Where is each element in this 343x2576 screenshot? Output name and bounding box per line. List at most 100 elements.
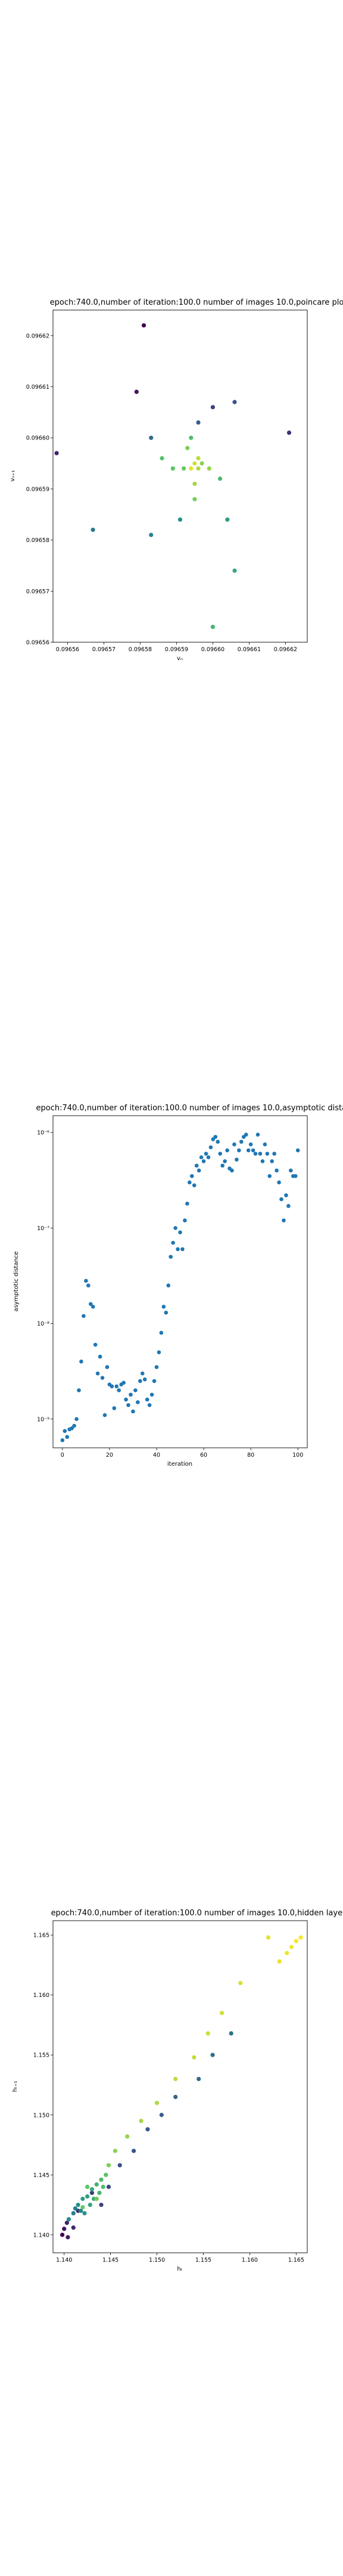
scatter-point: [205, 2031, 210, 2036]
poincare-x-ticks: 0.09656 0.09657 0.09658 0.09659 0.09660 0.096…: [56, 642, 297, 653]
distance-point: [74, 1417, 79, 1422]
distance-point: [112, 1406, 117, 1410]
distance-point: [77, 1388, 81, 1392]
hidden-ylabel: hₜ₊₁: [12, 2081, 18, 2092]
distance-point: [218, 1151, 223, 1156]
hidden-layer-frame: [52, 1920, 308, 2253]
y-tick-label: 10⁻⁶: [37, 1130, 49, 1137]
scatter-point: [80, 2196, 85, 2202]
distance-point: [98, 1354, 102, 1359]
scatter-point: [88, 2202, 92, 2207]
scatter-point: [71, 2211, 76, 2216]
y-tick-label: 0.09658: [26, 537, 49, 544]
scatter-point: [60, 2233, 65, 2237]
distance-point: [138, 1379, 142, 1383]
distance-point: [152, 1379, 157, 1383]
distance-point: [260, 1159, 265, 1163]
distance-point: [279, 1197, 283, 1202]
y-tick-label: 1.165: [33, 1933, 49, 1939]
distance-point: [176, 1247, 180, 1252]
scatter-point: [266, 1935, 271, 1940]
distance-point: [100, 1376, 105, 1380]
y-tick-label: 10⁻⁸: [37, 1321, 49, 1327]
distance-point: [239, 1140, 244, 1144]
distance-point: [93, 1342, 98, 1347]
scatter-point: [139, 2119, 144, 2123]
scatter-point: [106, 2184, 111, 2190]
x-tick-label: 0.09656: [56, 646, 79, 653]
poincare-xlabel: vₙ: [177, 655, 183, 662]
scatter-point: [173, 2094, 178, 2100]
scatter-point: [160, 456, 164, 461]
distance-point: [171, 1240, 175, 1245]
x-tick-label: 0.09660: [201, 646, 224, 653]
hidden-layer-panel: epoch:740.0,number of iteration:100.0 nu…: [12, 1909, 343, 2272]
scatter-point: [71, 2225, 76, 2230]
x-tick-label: 0.09658: [129, 646, 152, 653]
scatter-point: [85, 2194, 90, 2199]
x-tick-label: 20: [106, 1452, 113, 1459]
distance-point: [157, 1350, 161, 1355]
x-tick-label: 1.160: [242, 2257, 258, 2264]
scatter-point: [64, 2221, 69, 2225]
scatter-point: [189, 466, 194, 471]
distance-point: [142, 1377, 147, 1382]
distance-point: [147, 1403, 152, 1407]
y-tick-label: 0.09657: [26, 589, 49, 595]
scatter-point: [189, 435, 194, 440]
distance-point: [270, 1159, 274, 1163]
distance-point: [72, 1423, 76, 1428]
scatter-point: [286, 431, 292, 435]
hidden-x-ticks: 1.140 1.145 1.150 1.155 1.160 1.165: [56, 2253, 304, 2264]
distance-point: [204, 1151, 208, 1156]
scatter-point: [73, 2206, 78, 2211]
y-tick-label: 0.09662: [26, 333, 49, 339]
distance-point: [84, 1278, 88, 1283]
scatter-point: [94, 2196, 99, 2202]
scatter-point: [170, 466, 175, 471]
distance-point: [95, 1371, 100, 1376]
scatter-point: [210, 405, 215, 410]
scatter-point: [104, 2172, 108, 2177]
y-tick-label: 1.140: [33, 2232, 49, 2238]
scatter-point: [182, 466, 186, 471]
scatter-point: [131, 2148, 136, 2153]
distance-point: [208, 1145, 213, 1150]
x-tick-label: 80: [247, 1452, 254, 1459]
scatter-point: [89, 2187, 95, 2192]
distance-point: [237, 1148, 241, 1153]
x-tick-label: 0.09661: [238, 646, 261, 653]
scatter-point: [141, 323, 146, 328]
distance-point: [60, 1438, 65, 1442]
asymptotic-distance-panel: epoch:740.0,number of iteration:100.0 nu…: [13, 1104, 343, 1467]
y-tick-label: 10⁻⁷: [37, 1225, 49, 1232]
scatter-point: [199, 461, 204, 466]
distance-point: [289, 1168, 293, 1173]
scatter-point: [298, 1935, 303, 1940]
scatter-point: [225, 517, 230, 522]
x-tick-label: 1.155: [195, 2257, 211, 2264]
hidden-y-ticks: 1.140 1.145 1.150 1.155 1.160 1.165: [33, 1933, 53, 2238]
distance-point: [91, 1305, 95, 1309]
distance-point: [65, 1435, 70, 1439]
scatter-point: [82, 2211, 87, 2216]
scatter-point: [76, 2202, 80, 2207]
scatter-point: [101, 2184, 105, 2190]
scatter-point: [210, 2052, 215, 2057]
x-tick-label: 0.09657: [92, 646, 116, 653]
distance-point: [216, 1140, 220, 1144]
distance-point: [173, 1226, 177, 1230]
scatter-point: [117, 2163, 122, 2168]
distance-point: [154, 1365, 159, 1369]
distance-point: [284, 1193, 288, 1197]
scatter-point: [192, 481, 197, 486]
distance-point: [189, 1174, 194, 1178]
distance-point: [293, 1174, 298, 1178]
scatter-point: [94, 2182, 99, 2187]
scatter-point: [149, 532, 154, 537]
asymptotic-y-ticks: 10⁻⁹ 10⁻⁸ 10⁻⁷ 10⁻⁶: [37, 1130, 53, 1423]
y-tick-label: 0.09661: [26, 384, 49, 391]
distance-point: [272, 1151, 276, 1156]
distance-point: [265, 1151, 270, 1156]
scatter-point: [99, 2202, 104, 2207]
